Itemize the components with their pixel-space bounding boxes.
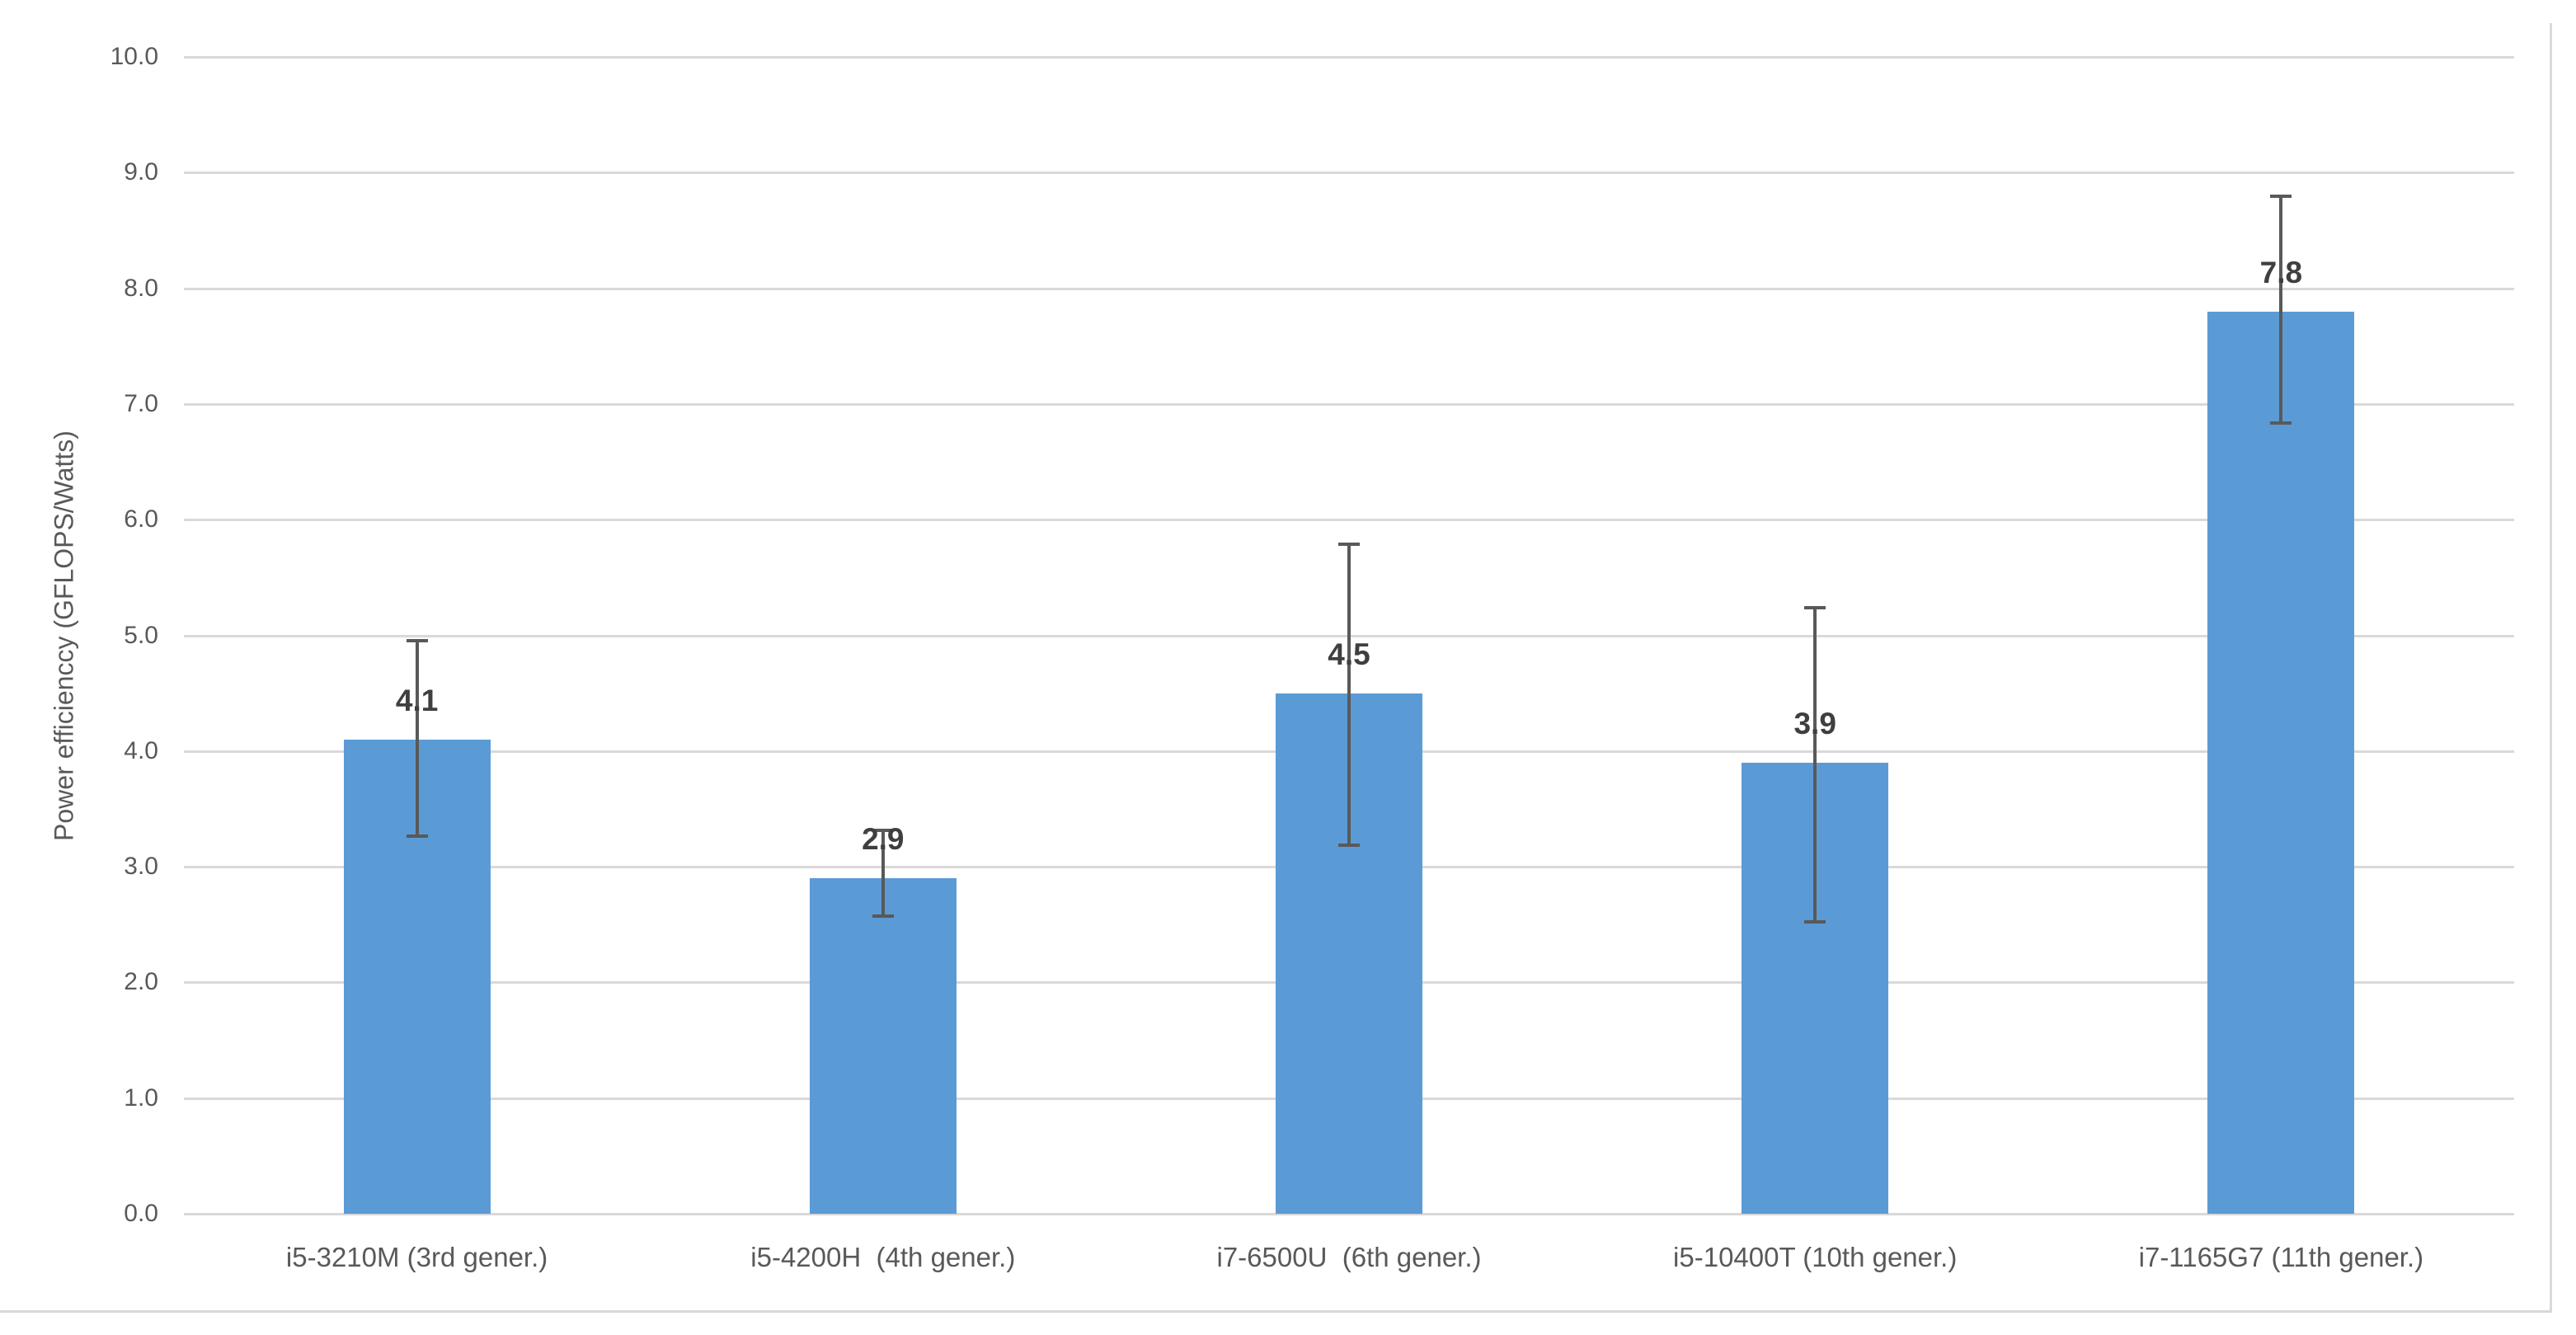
error-bar-cap-top: [2270, 194, 2292, 198]
y-axis-tick-label: 3.0: [124, 853, 158, 881]
y-axis-tick-label: 4.0: [124, 736, 158, 764]
error-bar-cap-top: [406, 638, 428, 642]
gridline: [184, 519, 2514, 522]
error-bar-cap-top: [872, 828, 894, 832]
x-axis-category-label: i5-3210M (3rd gener.): [285, 1242, 548, 1272]
error-bar: [1347, 543, 1351, 848]
x-axis-category-label: i5-4200H (4th gener.): [750, 1242, 1016, 1272]
gridline: [184, 402, 2514, 406]
y-axis-tick-label: 7.0: [124, 389, 158, 417]
error-bar-cap-bottom: [2270, 421, 2292, 425]
y-axis-tick-label: 2.0: [124, 968, 158, 996]
bar[interactable]: [809, 878, 957, 1214]
error-bar-cap-bottom: [1804, 919, 1826, 924]
gridline: [184, 287, 2514, 290]
error-bar-cap-bottom: [872, 914, 894, 918]
error-bar: [881, 828, 885, 918]
error-bar-cap-bottom: [406, 834, 428, 839]
error-bar-cap-bottom: [1338, 844, 1360, 848]
gridline: [184, 56, 2514, 59]
bar-value-label: 4.1: [395, 683, 439, 717]
error-bar: [415, 638, 419, 839]
y-axis-tick-label: 5.0: [124, 621, 158, 649]
bar-value-label: 4.5: [1328, 637, 1370, 671]
bar[interactable]: [2207, 311, 2355, 1214]
bar-value-label: 2.9: [862, 822, 905, 857]
x-axis-category-label: i7-1165G7 (11th gener.): [2138, 1242, 2424, 1272]
gridline: [184, 1213, 2514, 1215]
y-axis-tick-label: 6.0: [124, 505, 158, 534]
error-bar: [1813, 606, 1817, 924]
x-axis-category-label: i7-6500U (6th gener.): [1216, 1242, 1482, 1272]
error-bar-cap-top: [1804, 606, 1826, 610]
y-axis-tick-label: 0.0: [124, 1200, 158, 1227]
error-bar: [2279, 194, 2283, 425]
x-axis-category-label: i5-10400T (10th gener.): [1673, 1242, 1958, 1272]
y-axis-tick-label: 9.0: [124, 158, 158, 186]
bar-value-label: 3.9: [1793, 706, 1836, 740]
y-axis-tick-label: 1.0: [124, 1084, 158, 1112]
bar-value-label: 7.8: [2259, 255, 2303, 289]
error-bar-cap-top: [1338, 543, 1360, 547]
gridline: [184, 172, 2514, 175]
y-axis-tick-label: 10.0: [110, 43, 158, 70]
y-axis-tick-label: 8.0: [124, 274, 158, 302]
